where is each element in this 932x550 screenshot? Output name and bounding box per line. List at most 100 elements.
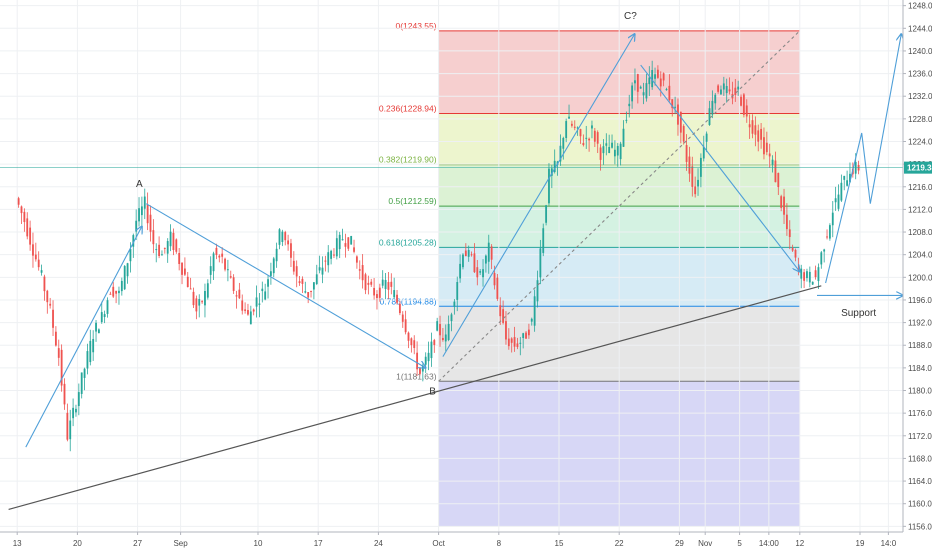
candle-body — [714, 94, 717, 104]
price-tick-label: 1180.0 — [908, 387, 932, 396]
candle-body — [579, 129, 582, 137]
candle-body — [828, 225, 831, 239]
candle-body — [720, 89, 722, 95]
candle-body — [290, 243, 292, 258]
price-tick-label: 1156.0 — [908, 522, 932, 531]
candle-body — [519, 342, 522, 344]
candle-body — [284, 232, 287, 241]
candle-body — [806, 271, 808, 279]
candle-body — [86, 351, 89, 369]
drawings — [0, 30, 903, 510]
candle-body — [430, 341, 433, 359]
candle-body — [344, 243, 347, 247]
candle-body — [677, 104, 679, 125]
price-tick-label: 1244.0 — [908, 24, 932, 33]
candle-body — [737, 86, 740, 90]
candle-body — [321, 267, 324, 275]
candle-body — [126, 263, 129, 277]
candle-body — [169, 231, 172, 247]
candle-body — [745, 105, 748, 117]
price-tick-label: 1236.0 — [908, 70, 932, 79]
candle-body — [765, 142, 768, 153]
candle-body — [734, 87, 737, 95]
candle-body — [843, 175, 846, 180]
candle-body — [834, 198, 837, 203]
candle-body — [401, 314, 404, 322]
candle-body — [109, 293, 112, 295]
price-tick-label: 1168.0 — [908, 454, 932, 463]
candle-body — [711, 100, 714, 115]
candle-body — [671, 99, 674, 109]
candle-body — [473, 253, 476, 273]
candle-body — [593, 130, 596, 142]
candle-body — [705, 133, 708, 142]
candle-body — [777, 172, 780, 188]
price-tick-label: 1232.0 — [908, 92, 932, 101]
candle-body — [820, 252, 823, 265]
price-tick-label: 1196.0 — [908, 296, 932, 305]
fib-level-label: 0.5(1212.59) — [388, 196, 436, 206]
wave-line-a-leg — [25, 226, 142, 448]
candle-body — [120, 280, 123, 292]
candle-body — [605, 143, 608, 146]
candle-body — [499, 305, 502, 317]
candle-body — [404, 319, 407, 333]
candle-body — [376, 294, 378, 298]
candle-body — [565, 121, 568, 139]
candle-body — [112, 286, 115, 297]
candle-body — [43, 276, 46, 292]
candle-body — [118, 290, 120, 294]
candle-body — [840, 182, 843, 201]
candle-body — [697, 179, 699, 187]
price-tick-label: 1240.0 — [908, 47, 932, 56]
candle-body — [398, 303, 401, 314]
candle-body — [106, 300, 109, 314]
candle-body — [539, 248, 542, 278]
candle-body — [195, 298, 198, 312]
candle-body — [441, 337, 444, 341]
time-tick-label: 8 — [497, 539, 502, 548]
candle-body — [378, 287, 381, 298]
candle-body — [754, 125, 757, 135]
candle-body — [312, 282, 315, 290]
candle-body — [347, 237, 350, 249]
price-tick-label: 1160.0 — [908, 500, 932, 509]
candle-body — [103, 314, 106, 318]
candle-body — [691, 166, 694, 187]
price-tick-label: 1208.0 — [908, 228, 932, 237]
time-axis[interactable]: 13 20 27 Sep 10 17 24 Oct 8 15 22 29 Nov 5 14:00 12 19 14… — [0, 531, 932, 550]
candle-body — [232, 277, 235, 291]
annotation-label: Support — [841, 308, 876, 319]
fibonacci-zones: 0(1243.55) 0.236(1228.94) 0.382(1219.90) 0.… — [379, 0, 800, 532]
candle-body — [212, 253, 215, 272]
candle-body — [166, 241, 169, 254]
candle-body — [599, 147, 602, 160]
candle-body — [831, 212, 834, 226]
time-tick-label: 24 — [374, 539, 383, 548]
last-price-badge — [904, 161, 932, 174]
price-tick-label: 1184.0 — [908, 364, 932, 373]
candle-body — [679, 111, 682, 133]
candle-body — [72, 407, 75, 419]
candle-body — [310, 290, 312, 292]
candle-body — [92, 338, 95, 353]
candle-body — [439, 324, 441, 336]
price-tick-label: 1164.0 — [908, 477, 932, 486]
candle-body — [189, 288, 192, 290]
candle-body — [350, 236, 353, 245]
candle-body — [742, 94, 745, 115]
price-axis[interactable]: 1156.0 1160.0 1164.0 1168.0 1172.0 1176.0 1180… — [902, 0, 932, 550]
price-tick-label: 1176.0 — [908, 409, 932, 418]
candle-body — [23, 211, 26, 223]
candle-body — [89, 340, 92, 363]
candle-body — [178, 253, 181, 265]
candle-body — [52, 309, 54, 328]
candle-body — [576, 127, 579, 129]
candle-body — [510, 338, 513, 343]
candle-body — [631, 85, 634, 102]
candle-body — [628, 103, 631, 107]
candle-body — [763, 137, 765, 155]
time-tick-label: 15 — [555, 539, 564, 548]
candle-body — [464, 250, 467, 257]
